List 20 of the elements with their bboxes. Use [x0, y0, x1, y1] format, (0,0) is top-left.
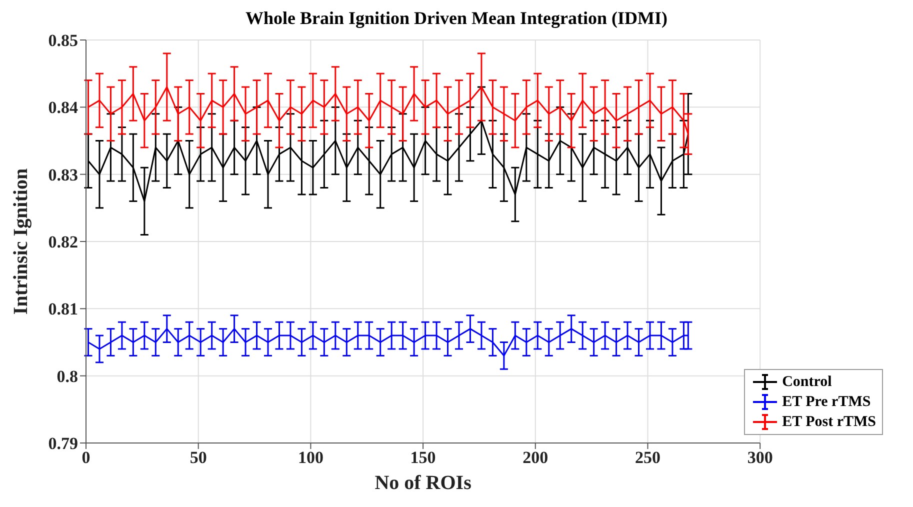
x-tick-label: 150 — [410, 448, 436, 468]
x-tick-label: 0 — [82, 448, 90, 468]
x-tick-label: 300 — [747, 448, 773, 468]
y-tick-label: 0.84 — [48, 98, 78, 118]
y-tick-label: 0.81 — [48, 300, 78, 319]
legend-label: Control — [782, 373, 832, 392]
legend-label: ET Post rTMS — [782, 413, 876, 432]
y-tick-label: 0.8 — [56, 366, 78, 386]
chart-title: Whole Brain Ignition Driven Mean Integration (IDMI) — [244, 8, 668, 28]
y-tick-label: 0.85 — [48, 31, 78, 50]
y-axis-title: Intrinsic Ignition — [10, 168, 32, 315]
y-tick-label: 0.79 — [48, 434, 78, 454]
y-tick-label: 0.83 — [48, 165, 78, 184]
x-tick-label: 100 — [298, 448, 324, 468]
y-tick-label: 0.82 — [48, 232, 78, 252]
x-tick-label: 250 — [634, 448, 660, 468]
x-axis-title: No of ROIs — [374, 472, 472, 494]
x-tick-label: 50 — [190, 448, 207, 468]
x-tick-label: 200 — [522, 448, 548, 468]
legend-label: ET Pre rTMS — [782, 393, 871, 412]
